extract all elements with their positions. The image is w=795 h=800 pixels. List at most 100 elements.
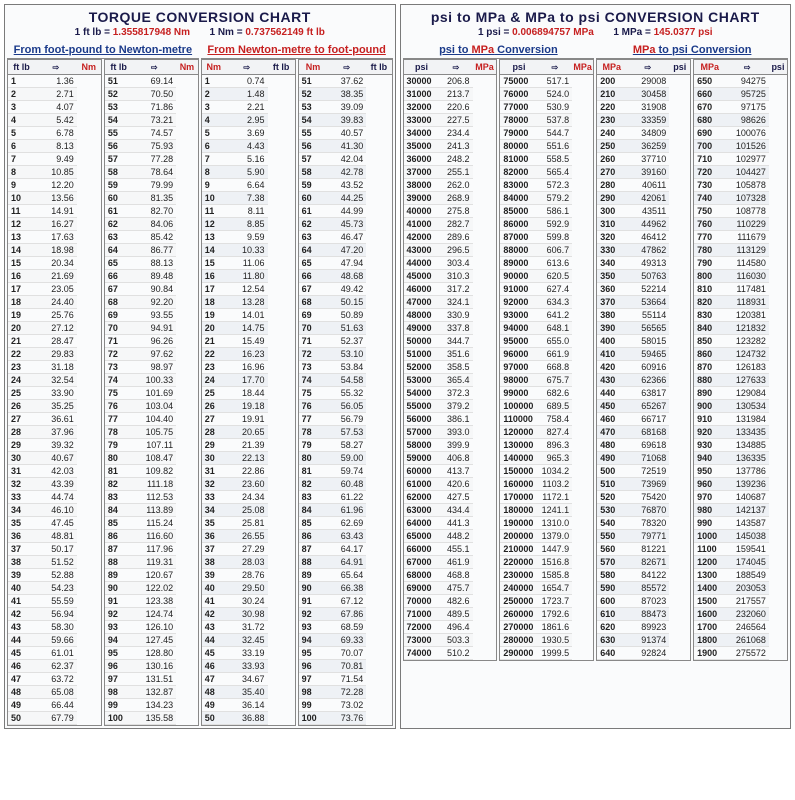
cell-val: 241.3 xyxy=(439,140,472,153)
table-row: 2216.23 xyxy=(202,348,295,361)
cell-key: 730 xyxy=(694,179,725,192)
table-row: 139.59 xyxy=(202,231,295,244)
table-row: 10.74 xyxy=(202,75,295,88)
cell-key: 28 xyxy=(202,426,226,439)
table-row: 1317.63 xyxy=(8,231,101,244)
table-row: 24034809 xyxy=(597,127,690,140)
table-row: 3648.81 xyxy=(8,530,101,543)
cell-key: 210000 xyxy=(500,543,537,556)
cell-val: 78.64 xyxy=(132,166,176,179)
table-row: 88119.31 xyxy=(105,556,198,569)
cell-key: 83 xyxy=(299,491,328,504)
cell-val: 461.9 xyxy=(439,556,472,569)
cell-key: 40 xyxy=(8,582,35,595)
table-row: 96.64 xyxy=(202,179,295,192)
cell-val: 9.59 xyxy=(226,231,268,244)
cell-key: 38 xyxy=(202,556,226,569)
cell-val: 67.79 xyxy=(35,712,77,725)
torque-panel: TORQUE CONVERSION CHART 1 ft lb = 1.3558… xyxy=(4,4,396,729)
table-row: 47000324.1 xyxy=(404,296,497,309)
table-row: 37000255.1 xyxy=(404,166,497,179)
cell-val: 641.2 xyxy=(538,309,573,322)
cell-val: 365.4 xyxy=(439,374,472,387)
cell-key: 330 xyxy=(597,244,626,257)
cell-key: 48 xyxy=(202,686,226,699)
cell-key: 30 xyxy=(202,452,226,465)
cell-key: 800 xyxy=(694,270,725,283)
cell-val: 565.4 xyxy=(538,166,573,179)
cell-key: 490 xyxy=(597,452,626,465)
pressure-mpa-col2: MPa ⇨ psi 650942756609572567097175680986… xyxy=(693,59,788,661)
cell-key: 90 xyxy=(105,582,132,595)
cell-key: 91 xyxy=(105,595,132,608)
cell-key: 75 xyxy=(105,387,132,400)
cell-val: 1103.2 xyxy=(538,478,573,491)
table-row: 93000641.2 xyxy=(500,309,593,322)
cell-key: 380 xyxy=(597,309,626,322)
cell-key: 280 xyxy=(597,179,626,192)
table-row: 34049313 xyxy=(597,257,690,270)
cell-val: 37.62 xyxy=(327,75,366,88)
cell-val: 32.54 xyxy=(35,374,77,387)
table-row: 5878.64 xyxy=(105,166,198,179)
cell-key: 52 xyxy=(299,88,328,101)
cell-val: 25.08 xyxy=(226,504,268,517)
cell-val: 586.1 xyxy=(538,205,573,218)
cell-key: 12 xyxy=(8,218,35,231)
cell-val: 8.13 xyxy=(35,140,77,153)
cell-key: 17 xyxy=(8,283,35,296)
cell-key: 8 xyxy=(8,166,35,179)
cell-key: 32000 xyxy=(404,101,440,114)
cell-key: 40 xyxy=(202,582,226,595)
table-row: 70000482.6 xyxy=(404,595,497,608)
cell-val: 530.9 xyxy=(538,101,573,114)
table-row: 4029.50 xyxy=(202,582,295,595)
table-row: 7353.84 xyxy=(299,361,392,374)
cell-val: 71.86 xyxy=(132,101,176,114)
table-row: 85115.24 xyxy=(105,517,198,530)
table-row: 5742.04 xyxy=(299,153,392,166)
table-row: 42.95 xyxy=(202,114,295,127)
table-row: 4533.19 xyxy=(202,647,295,660)
cell-key: 78 xyxy=(105,426,132,439)
table-row: 27039160 xyxy=(597,166,690,179)
table-row: 5675.93 xyxy=(105,140,198,153)
cell-val: 62.69 xyxy=(327,517,366,530)
cell-val: 3.69 xyxy=(226,127,268,140)
cell-key: 83000 xyxy=(500,179,537,192)
cell-val: 105.75 xyxy=(132,426,176,439)
cell-val: 66.38 xyxy=(327,582,366,595)
cell-key: 61 xyxy=(299,205,328,218)
cell-key: 22 xyxy=(202,348,226,361)
cell-key: 37000 xyxy=(404,166,440,179)
hdr-psi: psi xyxy=(404,60,440,75)
cell-val: 50763 xyxy=(626,270,669,283)
table-row: 2921.39 xyxy=(202,439,295,452)
torque-ftlb-col1: ft lb ⇨ Nm 11.3622.7134.0745.4256.7868.1… xyxy=(7,59,102,726)
cell-val: 61.22 xyxy=(327,491,366,504)
cell-key: 16 xyxy=(8,270,35,283)
cell-key: 930 xyxy=(694,439,725,452)
cell-key: 7 xyxy=(8,153,35,166)
cell-key: 81000 xyxy=(500,153,537,166)
cell-val: 120.67 xyxy=(132,569,176,582)
table-row: 100135.58 xyxy=(105,712,198,725)
cell-key: 220000 xyxy=(500,556,537,569)
cell-val: 68168 xyxy=(626,426,669,439)
cell-val: 117481 xyxy=(725,283,768,296)
table-row: 76103.04 xyxy=(105,400,198,413)
cell-key: 26 xyxy=(202,400,226,413)
table-row: 87117.96 xyxy=(105,543,198,556)
cell-key: 25 xyxy=(202,387,226,400)
cell-key: 96 xyxy=(105,660,132,673)
hdr-mpa: MPa xyxy=(633,44,656,56)
cell-key: 480 xyxy=(597,439,626,452)
cell-val: 5.90 xyxy=(226,166,268,179)
cell-key: 64 xyxy=(299,244,328,257)
table-row: 22.71 xyxy=(8,88,101,101)
torque-title: TORQUE CONVERSION CHART xyxy=(7,7,393,25)
cell-val: 232060 xyxy=(725,608,768,621)
cell-key: 67 xyxy=(299,283,328,296)
cell-val: 47862 xyxy=(626,244,669,257)
table-row: 53000365.4 xyxy=(404,374,497,387)
